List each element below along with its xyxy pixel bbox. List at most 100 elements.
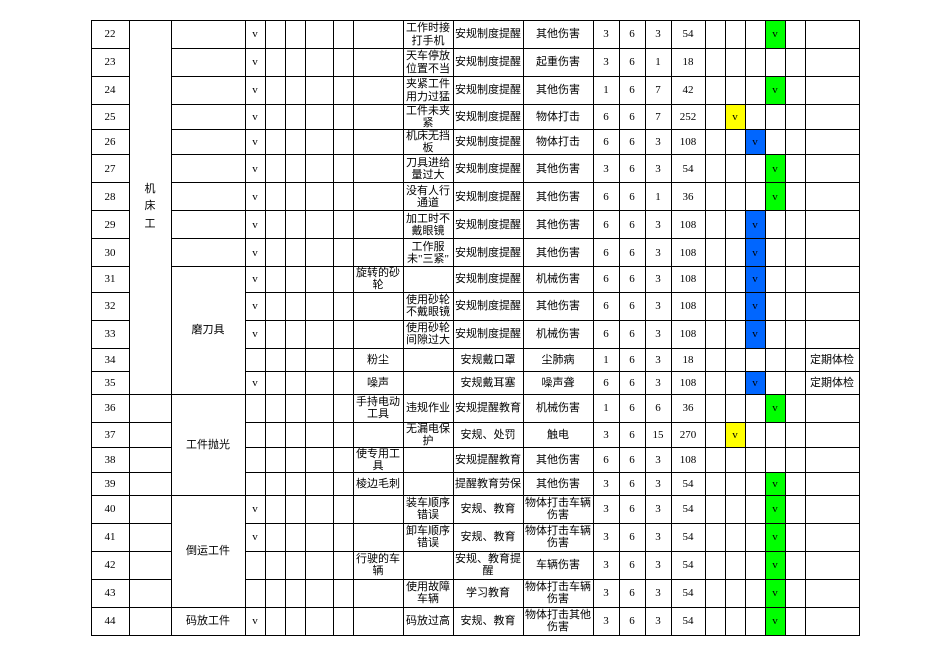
row-number: 34 [91,348,129,371]
cell [745,77,765,105]
cell: 1 [645,183,671,211]
cell [285,320,305,348]
cell [245,551,265,579]
cell [765,105,785,130]
cell: v [245,77,265,105]
cell: 42 [671,77,705,105]
cell: 卸车顺序错误 [403,523,453,551]
cell [305,579,333,607]
cell: 定期体检 [805,371,859,394]
cell: 6 [619,183,645,211]
cell: 6 [593,239,619,267]
cell: 安规戴耳塞 [453,371,523,394]
cell [129,472,171,495]
cell: 加工时不戴眼镜 [403,211,453,239]
row-number: 24 [91,77,129,105]
cell [333,394,353,422]
cell: 6 [593,267,619,292]
cell: 3 [645,130,671,155]
cell [785,495,805,523]
cell: 6 [593,130,619,155]
cell [353,21,403,49]
row-number: 30 [91,239,129,267]
cell: 3 [645,348,671,371]
cell: 3 [645,447,671,472]
cell: 1 [593,394,619,422]
cell: 工作时接打手机 [403,21,453,49]
cell: 使用砂轮间隙过大 [403,320,453,348]
cell [305,551,333,579]
cell [785,371,805,394]
cell: 码放过高 [403,607,453,635]
cell [785,239,805,267]
cell [171,239,245,267]
cell: v [245,267,265,292]
cell [353,183,403,211]
cell [705,551,725,579]
cell [725,394,745,422]
cell [725,155,745,183]
cell [333,21,353,49]
table-row: 36工件抛光手持电动工具违规作业安规提醒教育机械伤害16636v [91,394,859,422]
cell [785,130,805,155]
cell [725,320,745,348]
cell: 6 [593,183,619,211]
cell: 工件未夹紧 [403,105,453,130]
cell: 机床无挡板 [403,130,453,155]
cell [265,155,285,183]
cell: 3 [645,292,671,320]
cell [171,105,245,130]
cell [353,155,403,183]
cell [705,183,725,211]
cell [705,21,725,49]
cell: 108 [671,267,705,292]
cell: 6 [619,607,645,635]
cell [333,422,353,447]
cell [285,267,305,292]
cell [765,348,785,371]
cell [285,495,305,523]
cell [725,130,745,155]
cell: 54 [671,155,705,183]
cell: 机械伤害 [523,320,593,348]
cell: v [765,472,785,495]
cell [305,495,333,523]
cell [725,239,745,267]
cell [305,155,333,183]
cell: 工件抛光 [171,394,245,495]
cell: 安规、教育提醒 [453,551,523,579]
cell [265,77,285,105]
cell [805,267,859,292]
cell: 3 [645,155,671,183]
cell [705,394,725,422]
cell [785,49,805,77]
cell [285,551,305,579]
cell: 安规、教育 [453,523,523,551]
cell: 机床工 [129,21,171,395]
cell [705,155,725,183]
cell: 3 [645,21,671,49]
cell [305,422,333,447]
cell [805,523,859,551]
cell [403,472,453,495]
cell [265,607,285,635]
cell [265,320,285,348]
cell [725,579,745,607]
cell: 108 [671,130,705,155]
cell [765,447,785,472]
cell: 54 [671,495,705,523]
cell [705,320,725,348]
cell [245,472,265,495]
cell [805,155,859,183]
cell [805,447,859,472]
cell [305,394,333,422]
cell: 安规制度提醒 [453,211,523,239]
cell [333,292,353,320]
cell: 6 [619,105,645,130]
cell [333,472,353,495]
cell: 安规制度提醒 [453,130,523,155]
cell: 3 [645,211,671,239]
cell [171,77,245,105]
cell [403,348,453,371]
cell: 车辆伤害 [523,551,593,579]
